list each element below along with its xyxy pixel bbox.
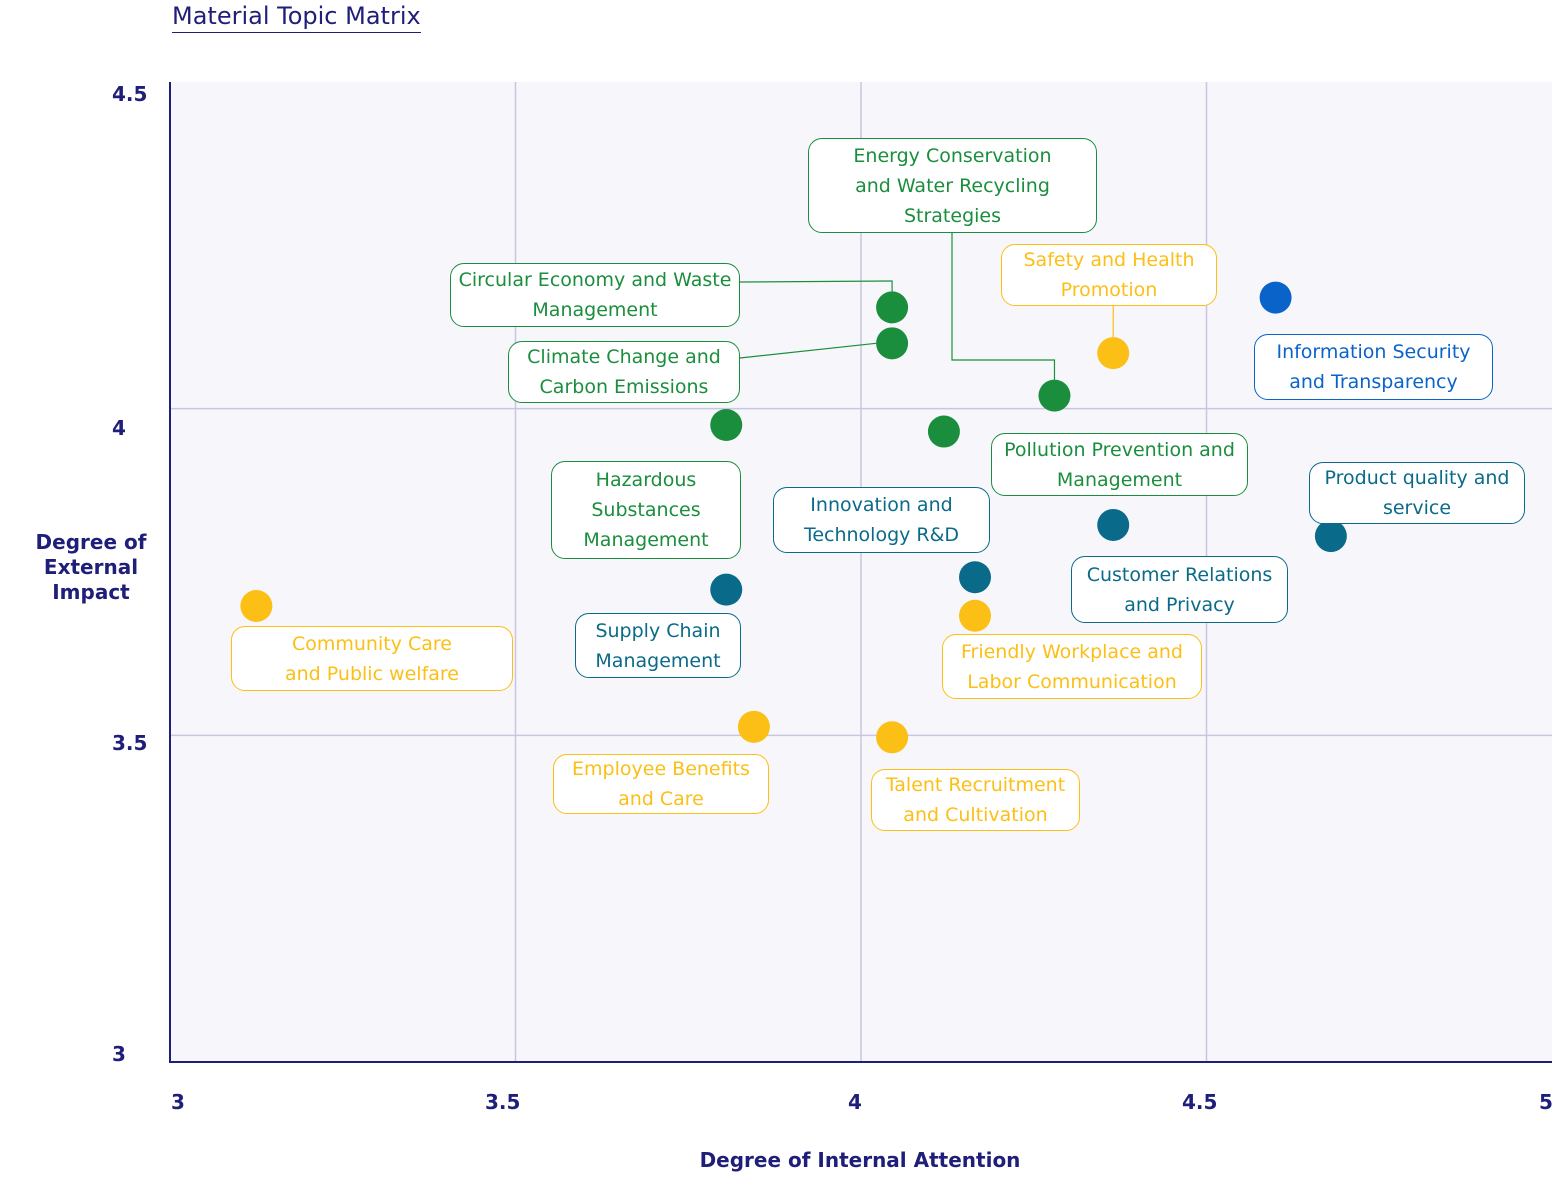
x-tick-label: 5: [1539, 1090, 1553, 1114]
data-point: [959, 599, 992, 632]
data-point: [240, 589, 273, 622]
x-tick-label: 3: [171, 1090, 185, 1114]
axes: [169, 82, 1552, 1063]
data-point: [710, 573, 743, 606]
data-point: [1038, 379, 1071, 412]
data-point: [1259, 281, 1292, 314]
y-tick-label: 3: [112, 1042, 126, 1066]
data-point: [737, 710, 770, 743]
data-point: [1097, 508, 1130, 541]
label-product-quality: Product quality and service: [1309, 462, 1525, 524]
data-point: [876, 327, 909, 360]
data-points: [240, 281, 1347, 754]
x-tick-label: 4: [848, 1090, 862, 1114]
data-point: [959, 561, 992, 594]
label-customer-relations: Customer Relations and Privacy: [1071, 556, 1288, 623]
chart-title: Material Topic Matrix: [172, 2, 421, 33]
label-supply-chain: Supply Chain Management: [575, 613, 741, 678]
label-community-care: Community Care and Public welfare: [231, 626, 513, 691]
y-tick-label: 4.5: [112, 82, 148, 106]
x-axis-label: Degree of Internal Attention: [699, 1148, 1021, 1172]
label-pollution-prevention: Pollution Prevention and Management: [991, 433, 1248, 496]
data-point: [710, 409, 743, 441]
data-point: [927, 415, 960, 448]
label-friendly-workplace: Friendly Workplace and Labor Communicatio…: [942, 634, 1202, 699]
x-tick-label: 3.5: [485, 1090, 521, 1114]
label-energy-conservation: Energy Conservation and Water Recycling St…: [808, 138, 1097, 233]
data-point: [876, 721, 909, 754]
y-tick-label: 4: [112, 416, 126, 440]
data-point: [876, 291, 909, 324]
x-tick-label: 4.5: [1182, 1090, 1218, 1114]
data-point: [1314, 520, 1347, 553]
y-tick-label: 3.5: [112, 731, 148, 755]
label-information-security: Information Security and Transparency: [1254, 334, 1493, 400]
label-circular-economy: Circular Economy and Waste Management: [450, 263, 740, 327]
connector-climate: [739, 342, 877, 359]
label-connectors: [739, 233, 1114, 380]
label-talent-recruitment: Talent Recruitment and Cultivation: [871, 769, 1080, 831]
label-innovation-technology: Innovation and Technology R&D: [773, 487, 990, 553]
label-hazardous-substances: Hazardous Substances Management: [551, 461, 741, 559]
data-point: [1097, 337, 1130, 370]
connector-circular: [739, 280, 893, 292]
label-climate-change: Climate Change and Carbon Emissions: [508, 341, 740, 403]
label-employee-benefits: Employee Benefits and Care: [553, 754, 769, 814]
connector-energy: [951, 233, 1056, 380]
y-axis-label: Degree of External Impact: [35, 530, 147, 604]
label-safety-health: Safety and Health Promotion: [1001, 244, 1217, 306]
grid-lines: [170, 82, 1552, 1062]
